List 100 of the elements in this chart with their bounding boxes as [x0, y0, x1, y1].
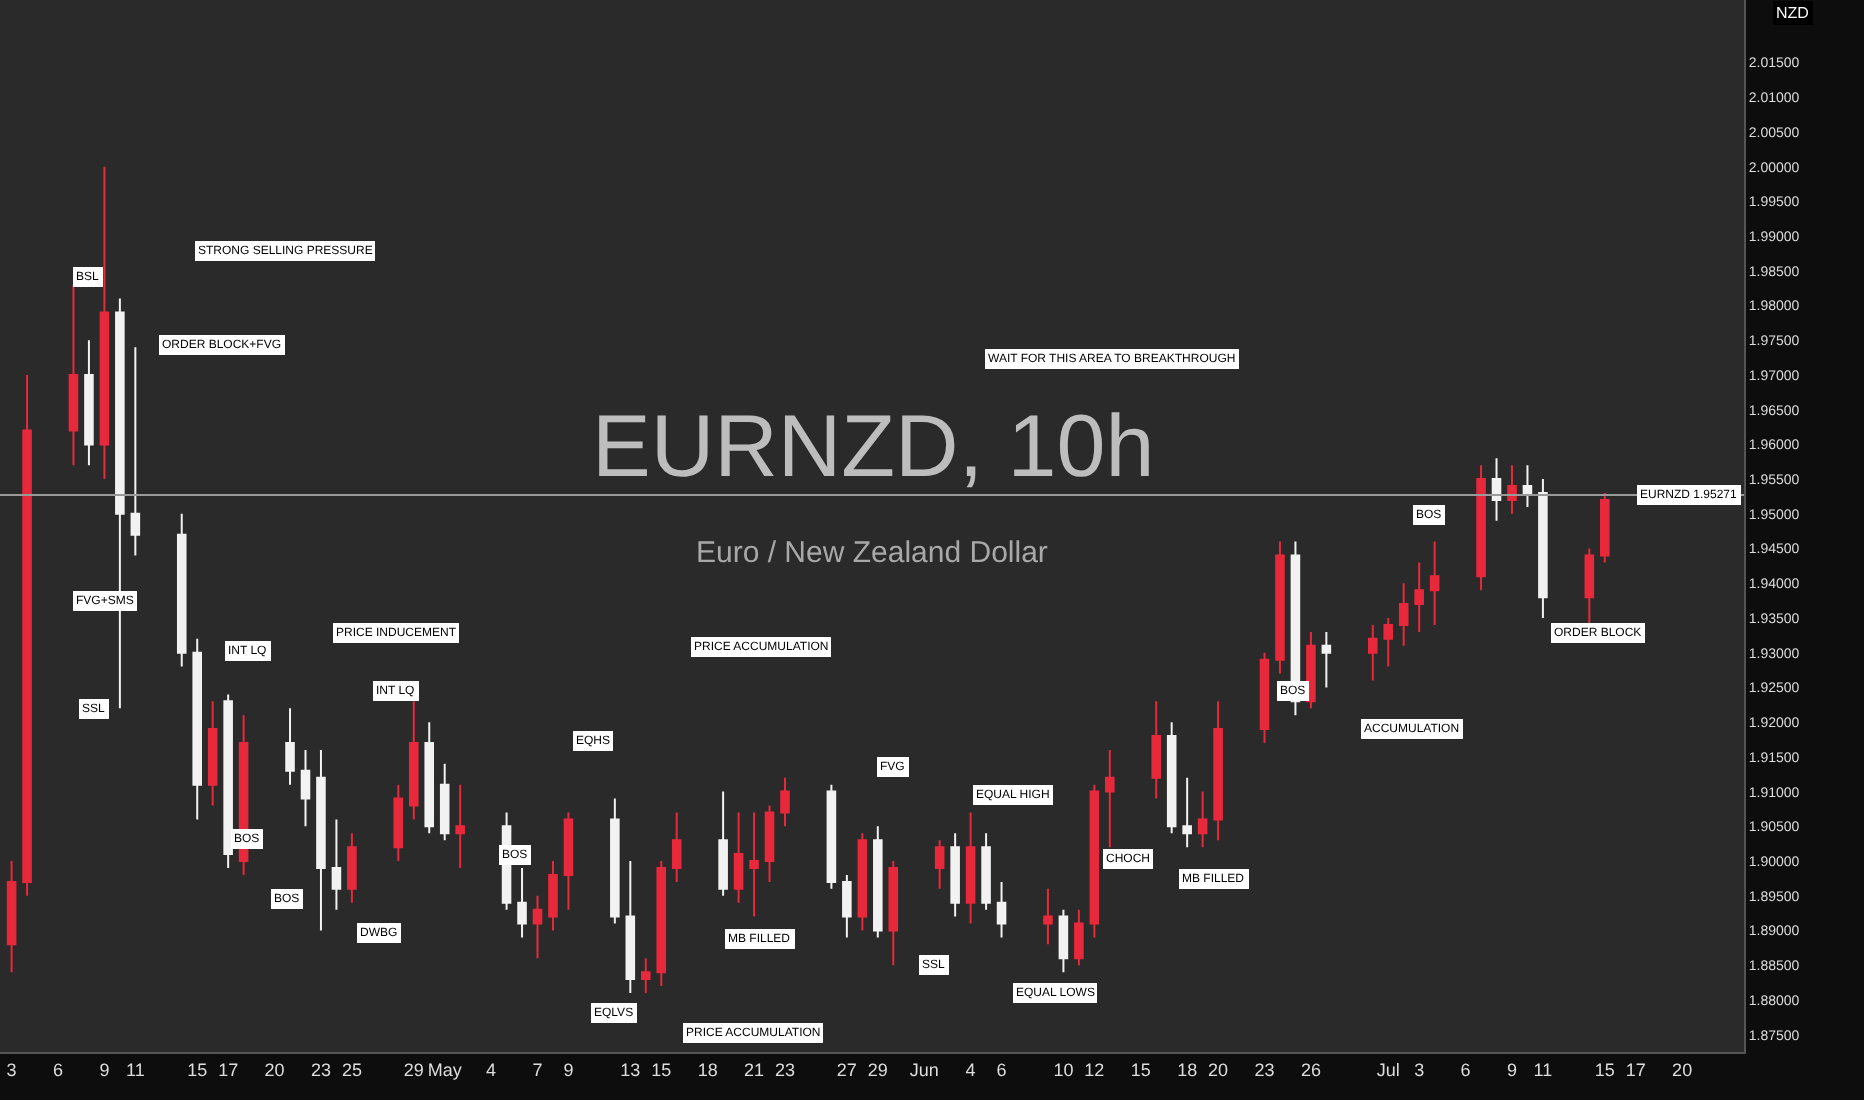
- candlestick: [1182, 776, 1192, 849]
- x-tick-label: 6: [1460, 1059, 1471, 1080]
- candlestick: [347, 832, 357, 904]
- x-tick-label: 7: [532, 1059, 543, 1080]
- x-tick-label: 27: [836, 1059, 857, 1080]
- x-tick-label: 23: [1254, 1059, 1275, 1080]
- candlestick: [68, 283, 79, 467]
- candlestick: [408, 700, 419, 821]
- x-tick-label: 6: [52, 1059, 64, 1080]
- candlestick: [671, 811, 682, 883]
- candlestick: [316, 748, 326, 932]
- candlestick: [1398, 582, 1409, 647]
- candlestick: [1197, 790, 1208, 849]
- x-tick-label: 29: [403, 1059, 424, 1080]
- text: EURNZD, 10h: [592, 398, 1155, 496]
- x-tick-label: 11: [1533, 1059, 1553, 1080]
- x-tick-label: 13: [620, 1059, 641, 1080]
- candlestick: [548, 860, 558, 932]
- candlestick: [300, 748, 311, 828]
- candlestick: [1522, 464, 1533, 508]
- x-tick-label: 15: [651, 1059, 672, 1080]
- x-tick-label: 4: [486, 1059, 497, 1080]
- candlestick: [1105, 748, 1115, 849]
- candlestick: [1321, 630, 1332, 689]
- candlestick: [965, 811, 976, 925]
- candlestick: [1166, 721, 1177, 835]
- x-tick-label: 12: [1084, 1059, 1105, 1080]
- x-tick-label: 25: [341, 1059, 362, 1080]
- x-tick-label: 15: [187, 1059, 208, 1080]
- candlestick: [6, 860, 17, 974]
- candlestick: [99, 165, 110, 481]
- candlestick: [192, 637, 202, 821]
- candlestick: [950, 832, 960, 918]
- candlestick: [1367, 623, 1378, 682]
- x-tick-label: May: [427, 1059, 463, 1080]
- candlestick: [934, 839, 945, 890]
- candlestick: [223, 693, 233, 869]
- candlestick: [130, 346, 141, 557]
- candlestick: [888, 860, 899, 967]
- x-tick-label: 21: [744, 1059, 765, 1080]
- candlestick: [1213, 700, 1223, 842]
- x-tick-label: 9: [563, 1059, 574, 1080]
- x-tick-label: 18: [697, 1059, 718, 1080]
- candlestick: [1259, 651, 1270, 744]
- x-tick-label: 20: [1672, 1059, 1693, 1080]
- x-tick-label: 6: [996, 1059, 1007, 1080]
- x-tick-label: 9: [1506, 1059, 1517, 1080]
- x-tick-label: 18: [1177, 1059, 1198, 1080]
- candlestick: [656, 860, 667, 988]
- x-tick-label: 17: [1625, 1059, 1646, 1080]
- candlestick: [285, 707, 295, 786]
- candlestick: [1491, 457, 1502, 522]
- candlestick: [532, 894, 543, 960]
- candlestick: [733, 811, 744, 904]
- candlestick: [22, 373, 32, 897]
- x-tick-label: 17: [218, 1059, 239, 1080]
- y-axis-title: NZD: [1776, 4, 1810, 22]
- candlestick: [517, 866, 527, 939]
- candlestick: [1306, 630, 1316, 710]
- x-tick-label: 11: [126, 1059, 145, 1080]
- candlestick: [780, 776, 790, 828]
- x-tick-label: 20: [1208, 1059, 1229, 1080]
- candlestick: [857, 832, 868, 932]
- candlestick: [842, 873, 852, 939]
- candlestick: [625, 860, 636, 994]
- candlestick: [424, 721, 435, 835]
- candlestick: [1584, 547, 1595, 626]
- x-tick-label: 15: [1594, 1059, 1615, 1080]
- candlestick: [1074, 908, 1084, 967]
- candlestick: [764, 804, 775, 883]
- candlestick: [1275, 540, 1285, 675]
- candlestick: [439, 762, 450, 842]
- candlestick: [826, 783, 837, 890]
- candlestick: [1414, 561, 1424, 633]
- x-tick-label: 9: [99, 1059, 110, 1080]
- x-tick-label: 23: [310, 1059, 331, 1080]
- candlestick: [1538, 478, 1548, 619]
- candlestick: [1089, 783, 1100, 939]
- candlestick: [641, 957, 651, 994]
- x-tick-label: 3: [1414, 1059, 1425, 1080]
- x-tick-label: 23: [774, 1059, 796, 1080]
- candlestick: [1043, 887, 1053, 946]
- x-tick-label: 3: [6, 1059, 17, 1080]
- candlestick: [981, 832, 991, 911]
- candlestick: [1476, 464, 1486, 592]
- x-tick-label: 29: [867, 1059, 888, 1080]
- candlestick: [1151, 700, 1162, 800]
- x-tick-label: 10: [1053, 1059, 1074, 1080]
- candlestick: [1507, 464, 1517, 515]
- candlestick: [610, 797, 620, 925]
- candlestick: [455, 783, 465, 869]
- candlestick: [873, 825, 883, 939]
- candlestick: [331, 818, 342, 911]
- candlestick: [749, 811, 759, 918]
- candlestick: [1600, 492, 1610, 564]
- x-tick-label: 20: [264, 1059, 285, 1080]
- candlestick: [996, 880, 1007, 939]
- x-tick-label: 15: [1130, 1059, 1151, 1080]
- candlestick: [563, 811, 574, 911]
- text: Euro / New Zealand Dollar: [696, 536, 1048, 570]
